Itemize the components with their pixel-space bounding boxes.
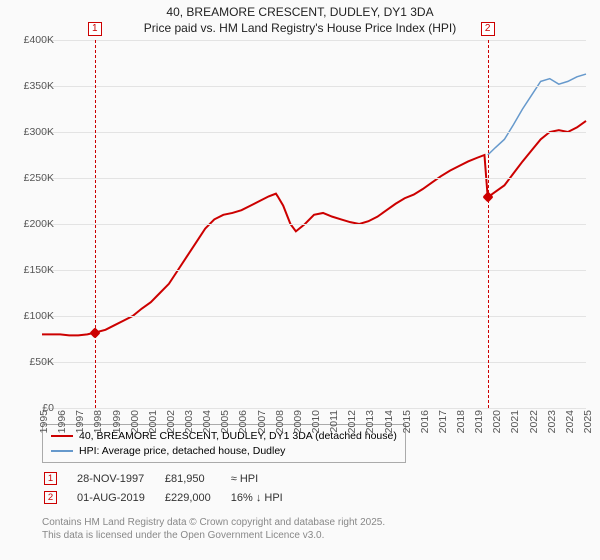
x-tick-label: 1997 (74, 410, 86, 433)
x-tick-label: 2019 (473, 410, 485, 433)
y-tick-label: £350K (24, 80, 54, 92)
gridline-h (42, 224, 586, 225)
sale-price-1: £81,950 (165, 470, 229, 487)
gridline-h (42, 132, 586, 133)
gridline-h (42, 362, 586, 363)
x-tick-label: 2017 (437, 410, 449, 433)
x-tick-label: 2015 (401, 410, 413, 433)
legend-swatch-property (51, 435, 73, 437)
x-tick-label: 2010 (310, 410, 322, 433)
x-tick-label: 2005 (219, 410, 231, 433)
sale-flag-marker-1: 1 (88, 22, 102, 36)
x-tick-label: 2006 (237, 410, 249, 433)
title-line-1: 40, BREAMORE CRESCENT, DUDLEY, DY1 3DA (0, 4, 600, 20)
x-tick-label: 2022 (528, 410, 540, 433)
x-tick-label: 2014 (383, 410, 395, 433)
y-tick-label: £100K (24, 310, 54, 322)
gridline-h (42, 40, 586, 41)
legend-label-hpi: HPI: Average price, detached house, Dudl… (79, 444, 285, 459)
gridline-h (42, 270, 586, 271)
x-tick-label: 2004 (201, 410, 213, 433)
legend-swatch-hpi (51, 450, 73, 452)
x-tick-label: 2012 (346, 410, 358, 433)
y-tick-label: £150K (24, 264, 54, 276)
sales-table: 1 28-NOV-1997 £81,950 ≈ HPI 2 01-AUG-201… (42, 468, 303, 508)
legend-row-hpi: HPI: Average price, detached house, Dudl… (51, 444, 397, 459)
sale-marker-line-2 (488, 40, 489, 408)
x-tick-label: 2016 (419, 410, 431, 433)
x-tick-label: 2011 (328, 410, 340, 433)
y-tick-label: £200K (24, 218, 54, 230)
gridline-h (42, 86, 586, 87)
x-tick-label: 2003 (183, 410, 195, 433)
x-tick-label: 2018 (455, 410, 467, 433)
x-tick-label: 2024 (564, 410, 576, 433)
hpi-chart-container: 40, BREAMORE CRESCENT, DUDLEY, DY1 3DA P… (0, 0, 600, 560)
x-tick-label: 1995 (38, 410, 50, 433)
sale-date-1: 28-NOV-1997 (77, 470, 163, 487)
x-tick-label: 2002 (165, 410, 177, 433)
y-tick-label: £50K (29, 356, 54, 368)
y-tick-label: £300K (24, 126, 54, 138)
x-tick-label: 2008 (274, 410, 286, 433)
y-tick-label: £250K (24, 172, 54, 184)
x-tick-label: 2020 (491, 410, 503, 433)
footer-line-1: Contains HM Land Registry data © Crown c… (42, 516, 385, 529)
x-tick-label: 2025 (582, 410, 594, 433)
sale-note-2: 16% ↓ HPI (231, 489, 301, 506)
sale-marker-line-1 (95, 40, 96, 408)
plot-area: 12 (42, 40, 586, 408)
x-tick-label: 1996 (56, 410, 68, 433)
sale-price-2: £229,000 (165, 489, 229, 506)
x-tick-label: 2000 (129, 410, 141, 433)
sale-flag-2: 2 (44, 491, 57, 504)
sale-flag-marker-2: 2 (481, 22, 495, 36)
x-tick-label: 2001 (147, 410, 159, 433)
footer-line-2: This data is licensed under the Open Gov… (42, 529, 385, 542)
series-property (42, 121, 586, 335)
gridline-h (42, 178, 586, 179)
sale-note-1: ≈ HPI (231, 470, 301, 487)
gridline-h (42, 408, 586, 409)
x-tick-label: 2007 (256, 410, 268, 433)
sale-flag-1: 1 (44, 472, 57, 485)
footer-note: Contains HM Land Registry data © Crown c… (42, 516, 385, 542)
sales-row-1: 1 28-NOV-1997 £81,950 ≈ HPI (44, 470, 301, 487)
x-tick-label: 2009 (292, 410, 304, 433)
sales-row-2: 2 01-AUG-2019 £229,000 16% ↓ HPI (44, 489, 301, 506)
x-tick-label: 2023 (546, 410, 558, 433)
x-tick-label: 2021 (509, 410, 521, 433)
y-tick-label: £400K (24, 34, 54, 46)
x-tick-label: 1999 (111, 410, 123, 433)
gridline-h (42, 316, 586, 317)
x-tick-label: 2013 (364, 410, 376, 433)
x-tick-label: 1998 (92, 410, 104, 433)
sale-date-2: 01-AUG-2019 (77, 489, 163, 506)
